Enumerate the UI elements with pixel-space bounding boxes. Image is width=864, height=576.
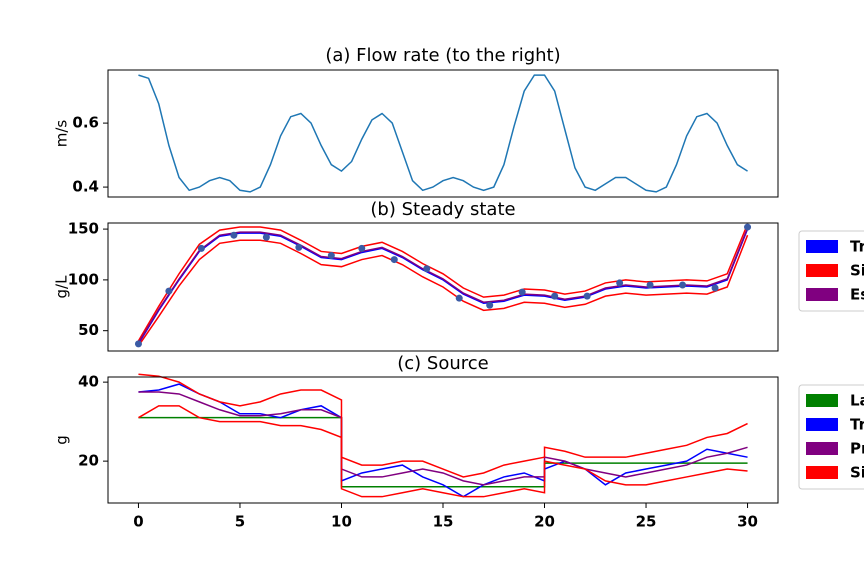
axes-frame: [107, 69, 779, 198]
x-tick-label: 10: [331, 513, 352, 531]
observation-point: [423, 265, 431, 273]
observation-point: [134, 340, 142, 348]
series-line: [138, 383, 748, 498]
observation-point: [518, 288, 526, 296]
observation-point: [551, 292, 559, 300]
legend-label: Pr: [850, 440, 864, 458]
y-tick-label: 0.6: [72, 114, 99, 132]
series-line: [138, 391, 748, 486]
series-line: [137, 223, 749, 342]
x-tick-label: 20: [534, 513, 555, 531]
series-line: [138, 405, 748, 498]
subplot-title: (b) Steady state: [370, 199, 515, 220]
y-tick-label: 20: [78, 452, 99, 470]
x-tick-label: 5: [235, 513, 245, 531]
observation-point: [295, 243, 303, 251]
y-tick-label: 100: [68, 270, 99, 288]
legend-patch: [806, 240, 838, 253]
legend-label: La: [850, 392, 864, 410]
legend-patch: [806, 394, 838, 407]
legend-patch: [806, 466, 838, 479]
observation-point: [455, 294, 463, 302]
y-tick-label: 150: [68, 220, 99, 238]
y-axis-label: g/L: [53, 275, 71, 299]
legend-label: Es: [850, 286, 864, 304]
legend-label: Si: [850, 464, 864, 482]
observation-point: [583, 292, 591, 300]
series-line: [137, 227, 749, 344]
observation-point: [165, 287, 173, 295]
x-tick-label: 25: [636, 513, 657, 531]
y-tick-label: 40: [78, 373, 99, 391]
y-axis-label: m/s: [53, 120, 71, 148]
legend-patch: [806, 418, 838, 431]
y-tick-label: 50: [78, 321, 99, 339]
legend-label: Tr: [850, 238, 864, 256]
observation-point: [390, 256, 398, 264]
observation-point: [197, 244, 205, 252]
observation-point: [327, 252, 335, 260]
observation-point: [230, 231, 238, 239]
observation-point: [486, 301, 494, 309]
legend-patch: [806, 288, 838, 301]
series-line: [138, 74, 748, 193]
y-axis-label: g: [53, 435, 71, 445]
y-tick-label: 0.4: [72, 178, 99, 196]
observation-point: [616, 279, 624, 287]
axes-frame: [107, 376, 779, 504]
x-tick-label: 30: [737, 513, 758, 531]
series-line: [138, 373, 748, 478]
legend-patch: [806, 264, 838, 277]
legend-patch: [806, 442, 838, 455]
legend-label: Si: [850, 262, 864, 280]
legend-frame: [798, 384, 864, 490]
observation-point: [262, 233, 270, 241]
x-tick-label: 0: [133, 513, 143, 531]
x-tick-label: 15: [433, 513, 454, 531]
series-line: [137, 234, 749, 347]
series-line: [137, 228, 749, 345]
observation-point: [744, 223, 752, 231]
subplot-title: (c) Source: [397, 353, 489, 374]
observation-point: [358, 244, 366, 252]
subplot-title: (a) Flow rate (to the right): [325, 45, 560, 66]
observation-point: [711, 284, 719, 292]
series-line: [138, 416, 748, 488]
observation-point: [646, 281, 654, 289]
axes-frame: [107, 222, 779, 352]
observation-point: [679, 281, 687, 289]
legend-label: Tr: [850, 416, 864, 434]
